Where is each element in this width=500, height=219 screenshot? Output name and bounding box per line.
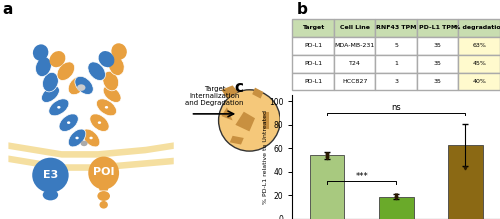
Text: Target
Internalization
and Degradation: Target Internalization and Degradation <box>185 86 244 106</box>
Bar <box>448 145 482 219</box>
Ellipse shape <box>88 157 119 189</box>
Ellipse shape <box>57 106 60 109</box>
Ellipse shape <box>36 57 52 77</box>
PathPatch shape <box>8 155 173 171</box>
Ellipse shape <box>112 43 127 60</box>
Ellipse shape <box>82 129 100 147</box>
Ellipse shape <box>88 62 106 80</box>
Polygon shape <box>236 112 255 131</box>
Bar <box>310 155 344 219</box>
Ellipse shape <box>98 121 101 124</box>
Text: ***: *** <box>355 172 368 181</box>
Polygon shape <box>222 85 238 99</box>
Text: ns: ns <box>392 103 401 112</box>
Text: b: b <box>296 2 308 17</box>
Ellipse shape <box>76 137 78 139</box>
Bar <box>379 197 414 219</box>
Ellipse shape <box>80 141 87 146</box>
Polygon shape <box>230 136 244 145</box>
Ellipse shape <box>57 62 74 80</box>
Ellipse shape <box>90 114 109 131</box>
Y-axis label: % PD-L1 relative to Untreated: % PD-L1 relative to Untreated <box>262 110 268 204</box>
Ellipse shape <box>218 90 280 151</box>
Ellipse shape <box>50 51 66 67</box>
Ellipse shape <box>98 51 114 67</box>
Ellipse shape <box>77 84 86 91</box>
Text: E3: E3 <box>43 170 58 180</box>
Ellipse shape <box>42 189 58 200</box>
PathPatch shape <box>8 142 173 158</box>
Ellipse shape <box>103 86 121 102</box>
PathPatch shape <box>96 175 110 191</box>
Ellipse shape <box>108 56 124 76</box>
Ellipse shape <box>98 191 110 201</box>
Polygon shape <box>264 112 269 129</box>
Ellipse shape <box>49 99 69 116</box>
Ellipse shape <box>68 129 86 147</box>
Text: POI: POI <box>93 167 114 177</box>
Polygon shape <box>252 88 264 99</box>
Text: a: a <box>3 2 13 17</box>
Ellipse shape <box>100 201 108 208</box>
Ellipse shape <box>90 137 93 139</box>
Ellipse shape <box>75 76 93 94</box>
Ellipse shape <box>32 158 68 193</box>
Ellipse shape <box>103 71 118 91</box>
Text: c: c <box>234 80 244 95</box>
Ellipse shape <box>68 76 86 95</box>
Ellipse shape <box>42 72 58 92</box>
Ellipse shape <box>96 99 116 116</box>
Polygon shape <box>222 107 232 120</box>
PathPatch shape <box>42 175 59 191</box>
Ellipse shape <box>105 106 108 109</box>
Ellipse shape <box>67 121 70 124</box>
Ellipse shape <box>59 114 78 131</box>
Ellipse shape <box>42 86 60 102</box>
Ellipse shape <box>33 44 48 61</box>
